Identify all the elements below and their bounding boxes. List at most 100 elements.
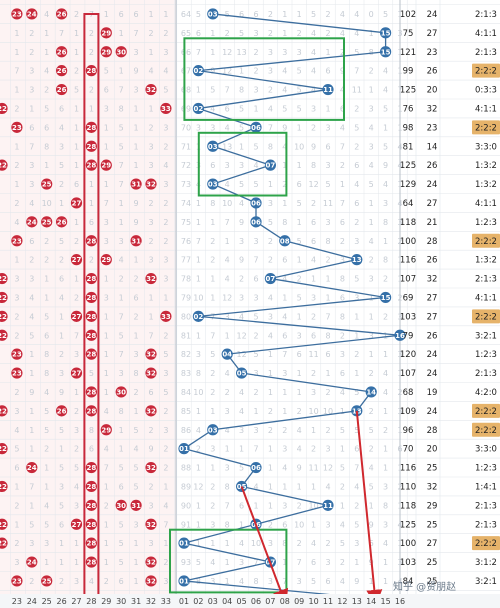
missing-count: 1 [104, 142, 109, 151]
missing-count: 1 [210, 539, 215, 548]
missing-count: 1 [59, 312, 64, 321]
missing-count: 9 [383, 161, 388, 170]
red-ball [85, 272, 97, 285]
blue-ball [380, 46, 392, 58]
missing-count: 1 [134, 161, 139, 170]
missing-count: 1 [163, 10, 168, 19]
blue-ball-label: 11 [323, 502, 333, 510]
missing-count: 8 [44, 350, 49, 359]
red-ball [0, 443, 8, 455]
missing-count: 1 [225, 577, 230, 586]
missing-count: 1 [119, 29, 124, 38]
missing-count: 5 [225, 10, 230, 19]
missing-count: 1 [397, 539, 402, 548]
blue-ball-label: 07 [266, 162, 276, 170]
red-ball-label: 28 [87, 332, 97, 340]
ratio-value: 4:2:0 [475, 388, 497, 398]
missing-count: 4 [239, 577, 244, 586]
blue-ball-label: 02 [194, 67, 204, 75]
red-ball-label: 30 [116, 388, 126, 396]
missing-count: 5 [29, 520, 34, 529]
blue-column-label: 07 [265, 597, 275, 606]
missing-count: 5 [239, 104, 244, 113]
missing-count: 1 [29, 350, 34, 359]
missing-count: 2 [210, 501, 215, 510]
missing-count: 1 [253, 501, 258, 510]
missing-count: 2 [210, 369, 215, 378]
red-ball [85, 348, 97, 360]
red-ball [70, 254, 83, 266]
red-ball-label: 24 [27, 218, 37, 226]
missing-count: 2 [253, 48, 258, 57]
missing-count: 2 [311, 312, 316, 321]
missing-count: 3 [239, 161, 244, 170]
missing-count: 5 [104, 67, 109, 76]
missing-count: 6 [89, 218, 94, 227]
sum-value: 70 [403, 445, 414, 455]
missing-count: 3 [325, 123, 330, 132]
missing-count: 5 [383, 104, 388, 113]
missing-count: 2 [59, 180, 64, 189]
blue-ball-label: 02 [194, 313, 204, 321]
red-ball [11, 8, 23, 20]
missing-count: 1 [29, 369, 34, 378]
missing-count: 1 [383, 558, 388, 567]
missing-count: 1 [44, 482, 49, 491]
red-ball [85, 386, 97, 398]
sum-value: 69 [403, 293, 414, 303]
missing-count: 3 [397, 29, 402, 38]
missing-count: 1 [297, 161, 302, 170]
sum-value: 102 [400, 10, 416, 20]
missing-count: 3 [397, 312, 402, 321]
missing-count: 2 [340, 48, 345, 57]
missing-count: 2 [354, 501, 359, 510]
missing-count: 2 [340, 482, 345, 491]
missing-count: 3 [59, 369, 64, 378]
blue-ball [250, 461, 262, 474]
missing-count: 7 [354, 464, 359, 473]
red-ball-label: 30 [116, 502, 126, 510]
missing-count: 2 [268, 520, 273, 529]
missing-count: 7 [210, 312, 215, 321]
missing-count: 7 [253, 256, 258, 265]
missing-count: 7 [340, 199, 345, 208]
missing-count: 4 [253, 482, 258, 491]
missing-count: 5 [89, 369, 94, 378]
missing-count: 5 [297, 86, 302, 95]
sum-value: 107 [400, 369, 416, 379]
missing-count: 84 [181, 388, 191, 397]
missing-count: 1 [397, 10, 402, 19]
missing-count: 4 [383, 86, 388, 95]
missing-count: 1 [268, 445, 273, 454]
missing-count: 1 [239, 142, 244, 151]
red-ball-label: 28 [87, 67, 97, 75]
missing-count: 6 [297, 350, 302, 359]
missing-count: 1 [89, 104, 94, 113]
sum-value: 81 [403, 142, 414, 152]
missing-count: 3 [282, 445, 287, 454]
missing-count: 2 [148, 237, 153, 246]
red-ball [41, 216, 53, 228]
missing-count: 2 [14, 388, 19, 397]
missing-count: 7 [59, 29, 64, 38]
missing-count: 1 [340, 501, 345, 510]
missing-count: 10 [294, 142, 304, 151]
missing-count: 1 [397, 464, 402, 473]
missing-count: 5 [134, 426, 139, 435]
missing-count: 5 [196, 558, 201, 567]
blue-ball [192, 65, 204, 77]
red-ball-label: 22 [0, 332, 7, 340]
red-ball [0, 329, 8, 341]
red-ball-label: 28 [87, 237, 97, 245]
missing-count: 1 [104, 331, 109, 340]
red-ball [11, 575, 23, 587]
sum-value: 98 [403, 123, 414, 133]
missing-count: 2 [148, 199, 153, 208]
missing-count: 4 [369, 123, 374, 132]
missing-count: 1 [397, 369, 402, 378]
missing-count: 7 [134, 29, 139, 38]
missing-count: 3 [74, 350, 79, 359]
red-ball-label: 22 [0, 294, 7, 302]
missing-count: 6 [282, 520, 287, 529]
blue-column-label: 01 [179, 597, 189, 606]
